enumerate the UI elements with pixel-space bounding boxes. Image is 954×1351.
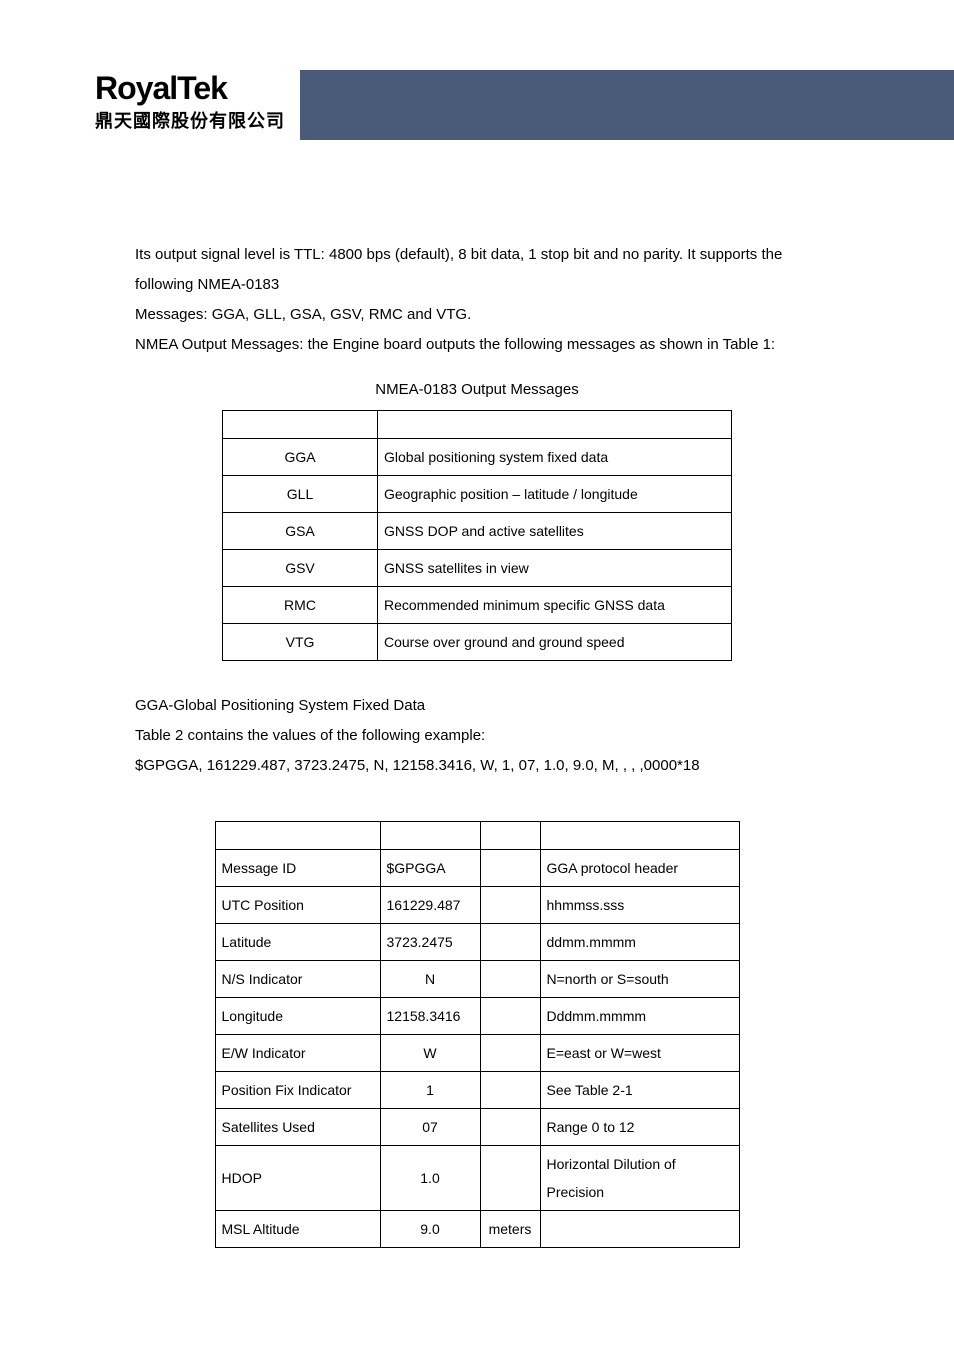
table-cell: 1 <box>380 1072 480 1109</box>
table-cell: GGA <box>223 439 378 476</box>
table-cell: RMC <box>223 587 378 624</box>
table-cell: 12158.3416 <box>380 998 480 1035</box>
table-cell <box>480 924 540 961</box>
table-cell: GNSS DOP and active satellites <box>378 513 732 550</box>
page-header: RoyalTek 鼎天國際股份有限公司 <box>0 70 954 140</box>
logo-text-en: RoyalTek <box>95 70 300 107</box>
table-cell: N/S Indicator <box>215 961 380 998</box>
table-cell: Latitude <box>215 924 380 961</box>
table-cell: 1.0 <box>380 1146 480 1211</box>
table-row: HDOP 1.0 Horizontal Dilution of Precisio… <box>215 1146 739 1211</box>
table-row: Satellites Used 07 Range 0 to 12 <box>215 1109 739 1146</box>
table-cell: W <box>380 1035 480 1072</box>
table-cell: GNSS satellites in view <box>378 550 732 587</box>
table-row: Longitude 12158.3416 Dddmm.mmmm <box>215 998 739 1035</box>
table-cell: 07 <box>380 1109 480 1146</box>
table-cell: VTG <box>223 624 378 661</box>
table-cell <box>480 1072 540 1109</box>
intro-paragraph-3: NMEA Output Messages: the Engine board o… <box>135 330 819 360</box>
table-cell: $GPGGA <box>380 850 480 887</box>
table-row: UTC Position 161229.487 hhmmss.sss <box>215 887 739 924</box>
table-row: N/S Indicator N N=north or S=south <box>215 961 739 998</box>
table-cell <box>480 1146 540 1211</box>
table-cell: 161229.487 <box>380 887 480 924</box>
table-row <box>215 822 739 850</box>
table-cell: GSV <box>223 550 378 587</box>
table-cell <box>480 887 540 924</box>
table-row: RMC Recommended minimum specific GNSS da… <box>223 587 732 624</box>
table-cell: N=north or S=south <box>540 961 739 998</box>
table-cell: E/W Indicator <box>215 1035 380 1072</box>
table-cell: Range 0 to 12 <box>540 1109 739 1146</box>
table-cell <box>480 961 540 998</box>
table-cell: Message ID <box>215 850 380 887</box>
table-header-cell <box>378 411 732 439</box>
table-row: GGA Global positioning system fixed data <box>223 439 732 476</box>
table-cell: Recommended minimum specific GNSS data <box>378 587 732 624</box>
table-header-cell <box>480 822 540 850</box>
table-cell <box>480 998 540 1035</box>
table-row: Position Fix Indicator 1 See Table 2-1 <box>215 1072 739 1109</box>
table-cell: HDOP <box>215 1146 380 1211</box>
table-row: Message ID $GPGGA GGA protocol header <box>215 850 739 887</box>
table-cell <box>480 1035 540 1072</box>
table-row: E/W Indicator W E=east or W=west <box>215 1035 739 1072</box>
page-content: Its output signal level is TTL: 4800 bps… <box>0 140 954 1288</box>
table-cell: Satellites Used <box>215 1109 380 1146</box>
table-row: VTG Course over ground and ground speed <box>223 624 732 661</box>
gga-example: $GPGGA, 161229.487, 3723.2475, N, 12158.… <box>135 751 819 781</box>
table-row: GSV GNSS satellites in view <box>223 550 732 587</box>
table-cell: E=east or W=west <box>540 1035 739 1072</box>
table-cell <box>480 850 540 887</box>
table-cell: GLL <box>223 476 378 513</box>
table-row: Latitude 3723.2475 ddmm.mmmm <box>215 924 739 961</box>
table-row: MSL Altitude 9.0 meters <box>215 1211 739 1248</box>
intro-paragraph-1: Its output signal level is TTL: 4800 bps… <box>135 240 819 300</box>
table-header-cell <box>215 822 380 850</box>
header-bar <box>300 70 954 140</box>
table-cell: 9.0 <box>380 1211 480 1248</box>
table-cell: N <box>380 961 480 998</box>
table-cell <box>480 1109 540 1146</box>
table-cell: Horizontal Dilution of Precision <box>540 1146 739 1211</box>
nmea-messages-table: GGA Global positioning system fixed data… <box>222 410 732 661</box>
table-cell: UTC Position <box>215 887 380 924</box>
table-cell: 3723.2475 <box>380 924 480 961</box>
table-header-cell <box>380 822 480 850</box>
table-row <box>223 411 732 439</box>
table1-caption: NMEA-0183 Output Messages <box>135 375 819 405</box>
table-header-cell <box>223 411 378 439</box>
table-cell: ddmm.mmmm <box>540 924 739 961</box>
intro-paragraph-2: Messages: GGA, GLL, GSA, GSV, RMC and VT… <box>135 300 819 330</box>
gga-subtitle: Table 2 contains the values of the follo… <box>135 721 819 751</box>
table-cell: MSL Altitude <box>215 1211 380 1248</box>
gga-title: GGA-Global Positioning System Fixed Data <box>135 691 819 721</box>
logo-area: RoyalTek 鼎天國際股份有限公司 <box>0 70 300 140</box>
table-cell: Global positioning system fixed data <box>378 439 732 476</box>
table-cell: Course over ground and ground speed <box>378 624 732 661</box>
table-row: GLL Geographic position – latitude / lon… <box>223 476 732 513</box>
table-cell: meters <box>480 1211 540 1248</box>
table-cell: Position Fix Indicator <box>215 1072 380 1109</box>
table-cell: GSA <box>223 513 378 550</box>
gga-data-table: Message ID $GPGGA GGA protocol header UT… <box>215 821 740 1248</box>
table-cell: GGA protocol header <box>540 850 739 887</box>
table-cell: Dddmm.mmmm <box>540 998 739 1035</box>
table-row: GSA GNSS DOP and active satellites <box>223 513 732 550</box>
table-cell: Geographic position – latitude / longitu… <box>378 476 732 513</box>
table-cell: See Table 2-1 <box>540 1072 739 1109</box>
table-cell: hhmmss.sss <box>540 887 739 924</box>
table-header-cell <box>540 822 739 850</box>
table-cell: Longitude <box>215 998 380 1035</box>
table-cell <box>540 1211 739 1248</box>
logo-text-zh: 鼎天國際股份有限公司 <box>95 107 300 133</box>
